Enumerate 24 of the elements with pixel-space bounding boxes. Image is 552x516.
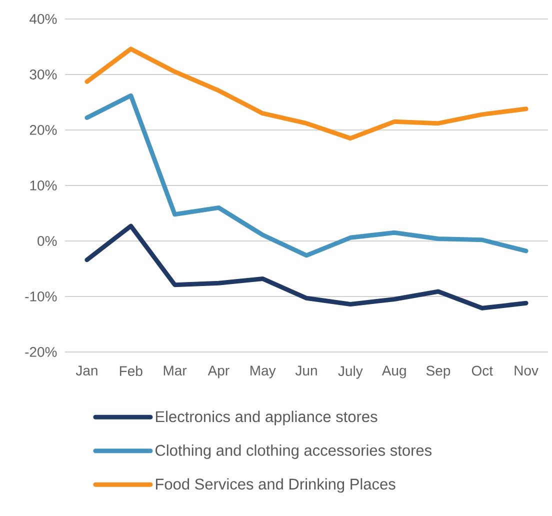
x-tick-label: Aug (382, 366, 406, 378)
x-tick-label: Jun (295, 366, 317, 376)
legend-label: Electronics and appliance stores (156, 410, 378, 426)
y-tick-label: 40% (30, 14, 57, 24)
y-tick-label: 20% (30, 125, 57, 135)
legend-label: Food Services and Drinking Places (156, 478, 396, 493)
x-tick-label: Feb (120, 366, 142, 376)
x-tick-label: Apr (208, 366, 230, 378)
y-tick-label: -10% (25, 292, 57, 302)
y-tick-label: 30% (30, 70, 57, 80)
line-series (84, 46, 528, 141)
legend-label: Clothing and clothing accessories stores (155, 444, 432, 459)
y-tick-label: 0% (38, 236, 57, 246)
y-tick-label: -20% (25, 347, 57, 357)
line-series (84, 93, 528, 258)
x-tick-label: Nov (514, 366, 538, 376)
y-tick-label: 10% (30, 180, 57, 190)
x-tick-label: July (338, 366, 363, 379)
line-series (84, 224, 528, 310)
x-tick-label: Mar (164, 366, 187, 376)
x-tick-label: Jan (76, 366, 98, 376)
x-tick-label: Sep (426, 366, 450, 378)
x-tick-label: May (250, 366, 276, 378)
x-tick-label: Oct (472, 366, 493, 376)
